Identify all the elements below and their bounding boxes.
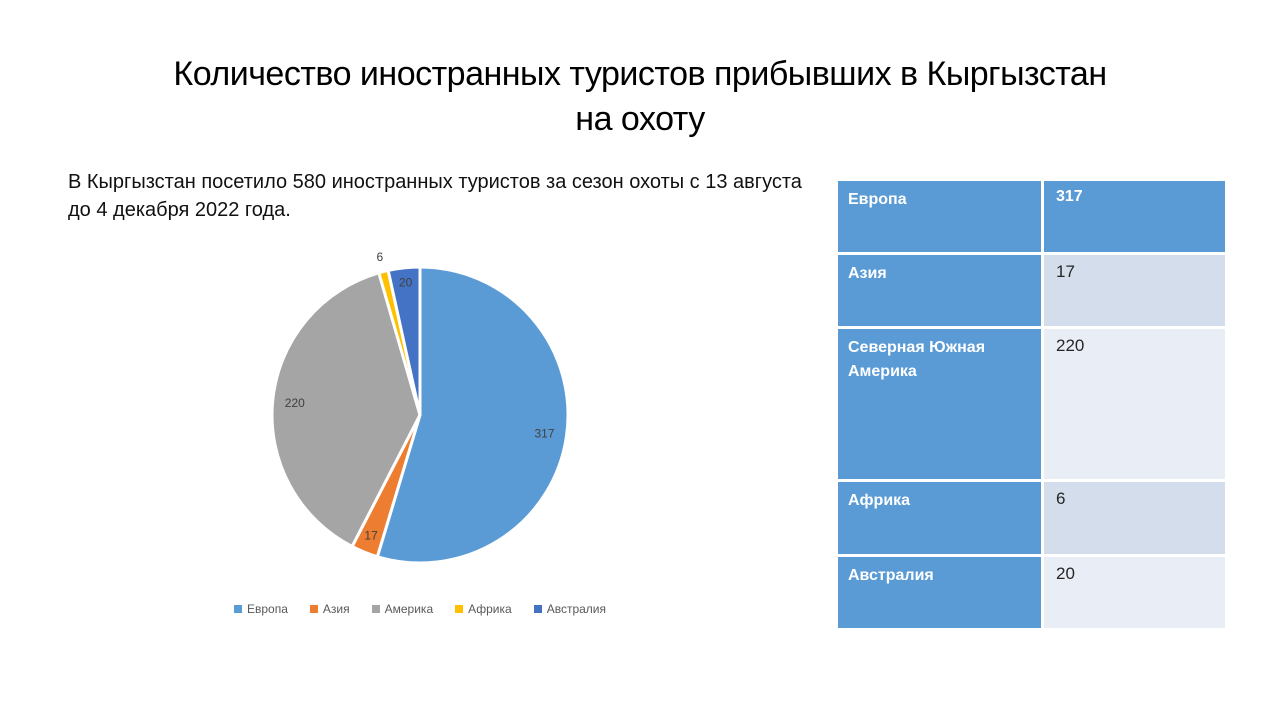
table-cell-label-3: Северная Южная Америка (838, 329, 1041, 479)
table-cell-label-2: Азия (838, 255, 1041, 326)
table-cell-label-5: Австралия (838, 557, 1041, 628)
legend-item-4: Африка (455, 602, 512, 616)
table-cell-value-5: 20 (1044, 557, 1225, 628)
pie-data-label: 17 (364, 529, 378, 543)
legend-marker-icon (371, 605, 380, 613)
table-cell-label-1: Европа (838, 181, 1041, 252)
subtitle-text: В Кыргызстан посетило 580 иностранных ту… (68, 171, 802, 221)
legend-item-1: Европа (234, 602, 288, 616)
pie-slice-1 (375, 265, 570, 565)
pie-slice-3 (270, 271, 422, 548)
legend-marker-icon (309, 605, 318, 613)
pie-data-label: 220 (285, 396, 305, 410)
legend-label: Австралия (546, 602, 606, 616)
legend-label: Азия (322, 602, 350, 616)
title-line-2: на охоту (575, 100, 705, 138)
page-title: Количество иностранных туристов прибывши… (50, 52, 1230, 142)
title-line-1: Количество иностранных туристов прибывши… (173, 55, 1107, 93)
pie-data-label: 6 (377, 250, 384, 264)
legend-marker-icon (234, 605, 242, 613)
table-cell-value-3: 220 (1044, 329, 1225, 479)
pie-chart-area: 317 17 220 6 20 (230, 250, 610, 580)
chart-legend: Европа Азия Америка Африка Австралия (220, 602, 620, 616)
legend-marker-icon (533, 605, 542, 613)
data-table: Европа 317 Азия 17 Северная Южная Америк… (838, 181, 1225, 628)
pie-data-label: 20 (399, 276, 413, 290)
pie-chart: 317 17 220 6 20 (270, 250, 570, 565)
pie-slice-5 (386, 265, 422, 417)
legend-label: Европа (247, 602, 288, 616)
legend-marker-icon (455, 605, 464, 613)
legend-item-3: Америка (371, 602, 434, 616)
pie-data-label: 317 (534, 426, 554, 440)
legend-label: Америка (384, 602, 434, 616)
legend-item-5: Австралия (533, 602, 606, 616)
table-cell-value-2: 17 (1044, 255, 1225, 326)
table-cell-value-4: 6 (1044, 482, 1225, 554)
table-cell-label-4: Африка (838, 482, 1041, 554)
legend-item-2: Азия (309, 602, 350, 616)
table-cell-value-1: 317 (1044, 181, 1225, 252)
legend-label: Африка (468, 602, 512, 616)
